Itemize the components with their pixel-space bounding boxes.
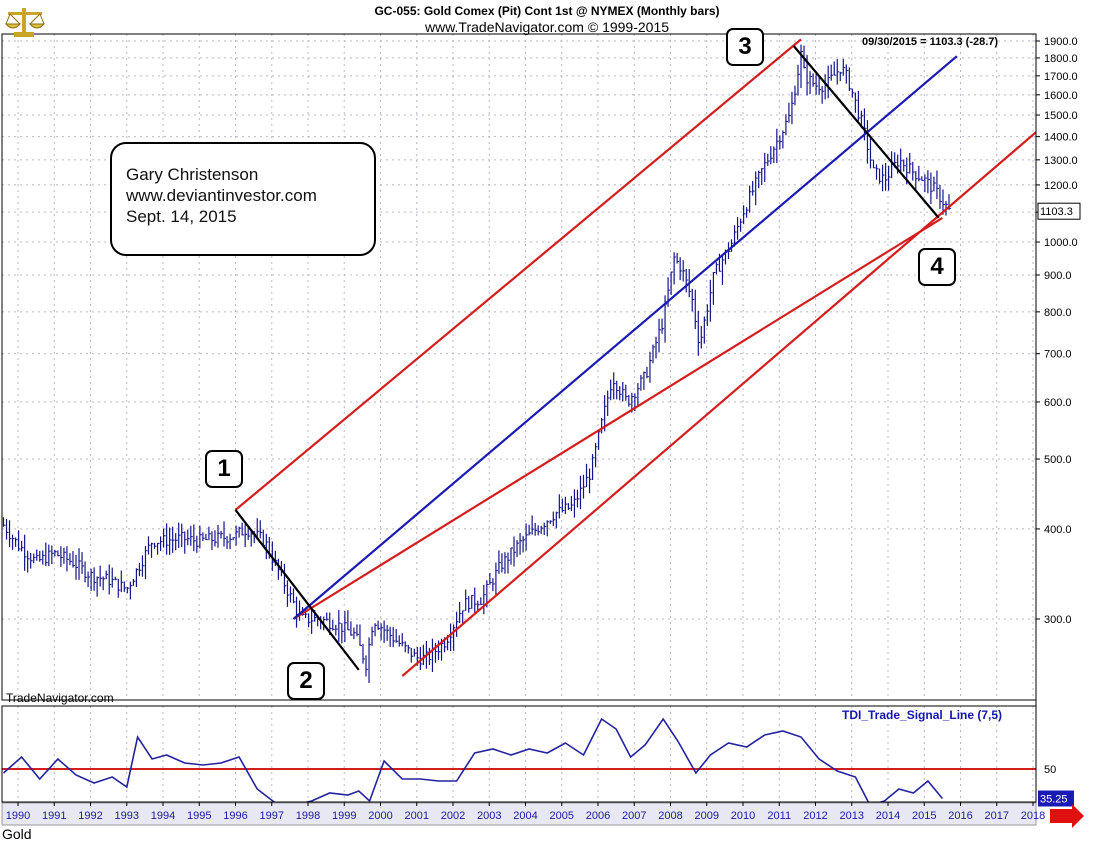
y-tick-label: 1000.0 — [1044, 237, 1078, 249]
y-tick-label: 700.0 — [1044, 349, 1072, 361]
x-tick-label: 2004 — [513, 810, 537, 822]
chart-axes — [1, 33, 1037, 826]
x-tick-label: 1999 — [332, 810, 356, 822]
x-tick-label: 2018 — [1021, 810, 1045, 822]
x-tick-label: 1996 — [223, 810, 247, 822]
x-tick-label: 1998 — [296, 810, 320, 822]
x-tick-label: 2012 — [803, 810, 827, 822]
value-badges: 1103.3 35.25 — [1037, 202, 1081, 807]
y-tick-label: 1400.0 — [1044, 132, 1078, 144]
price-bars — [2, 44, 952, 683]
x-tick-label: 2002 — [441, 810, 465, 822]
symbol-label: Gold — [2, 826, 32, 842]
x-tick-label: 2015 — [912, 810, 936, 822]
annotation-date: Sept. 14, 2015 — [126, 207, 237, 226]
indicator-tick-label: 50 — [1044, 764, 1056, 776]
y-tick-label: 1200.0 — [1044, 180, 1078, 192]
price-panel-frame — [1, 33, 1037, 701]
marker-2: 2 — [287, 662, 325, 700]
upper-channel-line — [234, 38, 802, 511]
price-readout: 09/30/2015 = 1103.3 (-28.7) — [862, 36, 999, 48]
x-tick-label: 1994 — [151, 810, 175, 822]
scales-logo-icon — [4, 8, 46, 37]
x-tick-label: 2011 — [767, 810, 791, 822]
author-annotation-box: Gary Christenson www.deviantinvestor.com… — [110, 142, 376, 256]
x-tick-label: 1992 — [78, 810, 102, 822]
watermark: TradeNavigator.com — [6, 691, 114, 705]
author-name: Gary Christenson — [126, 165, 259, 184]
y-tick-label: 1900.0 — [1044, 36, 1078, 48]
y-tick-label: 900.0 — [1044, 270, 1072, 282]
marker-3: 3 — [726, 28, 764, 66]
downtrend-line-3-4 — [792, 45, 940, 219]
y-tick-label: 1500.0 — [1044, 110, 1078, 122]
y-tick-label: 800.0 — [1044, 307, 1072, 319]
channel-lines — [234, 38, 1037, 677]
marker-1: 1 — [205, 450, 243, 488]
y-tick-label: 500.0 — [1044, 454, 1072, 466]
indicator-value-badge — [1038, 790, 1074, 807]
x-tick-label: 2017 — [985, 810, 1009, 822]
y-tick-label: 1800.0 — [1044, 53, 1078, 65]
x-axis: 1990 1991 1992 1993 1994 1995 1996 1997 1998 1999… — [6, 802, 1045, 822]
x-tick-label: 1991 — [42, 810, 66, 822]
marker-4: 4 — [918, 248, 956, 286]
tdi-indicator — [2, 717, 1036, 806]
last-price-badge — [1037, 202, 1081, 220]
x-tick-label: 1990 — [6, 810, 30, 822]
y-axis: 300.0 400.0 500.0 600.0 700.0 800.0 900.0 1000.… — [1036, 36, 1078, 776]
x-tick-label: 2005 — [550, 810, 574, 822]
right-arrow-icon[interactable] — [1050, 804, 1084, 828]
y-tick-label: 1700.0 — [1044, 71, 1078, 83]
x-tick-label: 1997 — [260, 810, 284, 822]
y-tick-label: 300.0 — [1044, 614, 1072, 626]
x-tick-label: 2007 — [622, 810, 646, 822]
chart-subtitle: www.TradeNavigator.com © 1999-2015 — [424, 19, 670, 35]
indicator-title: TDI_Trade_Signal_Line (7,5) — [842, 708, 1003, 722]
x-tick-label: 1993 — [115, 810, 139, 822]
x-tick-label: 2001 — [405, 810, 429, 822]
y-tick-label: 1300.0 — [1044, 155, 1078, 167]
x-axis-band — [1, 802, 1037, 826]
downtrend-line-1-2 — [234, 509, 360, 671]
lower-channel-line-2 — [401, 131, 1037, 677]
x-tick-label: 1995 — [187, 810, 211, 822]
price-grid — [2, 34, 1036, 700]
x-tick-label: 2010 — [731, 810, 755, 822]
x-tick-label: 2016 — [948, 810, 972, 822]
y-tick-label: 600.0 — [1044, 397, 1072, 409]
x-tick-label: 2003 — [477, 810, 501, 822]
y-tick-label: 400.0 — [1044, 524, 1072, 536]
x-tick-label: 2006 — [586, 810, 610, 822]
mid-channel-line — [292, 55, 958, 620]
x-tick-label: 2014 — [876, 810, 900, 822]
last-price-value: 1103.3 — [1040, 206, 1073, 218]
author-site: www.deviantinvestor.com — [126, 186, 317, 205]
x-tick-label: 2000 — [368, 810, 392, 822]
chart-title: GC-055: Gold Comex (Pit) Cont 1st @ NYME… — [374, 4, 720, 18]
lower-channel-line-1 — [292, 216, 943, 620]
x-tick-label: 2008 — [658, 810, 682, 822]
indicator-grid — [17, 706, 1034, 802]
y-tick-label: 1600.0 — [1044, 90, 1078, 102]
tdi-signal-line — [2, 717, 944, 806]
x-tick-label: 2009 — [695, 810, 719, 822]
indicator-value: 35.25 — [1040, 794, 1068, 806]
x-tick-label: 2013 — [840, 810, 864, 822]
